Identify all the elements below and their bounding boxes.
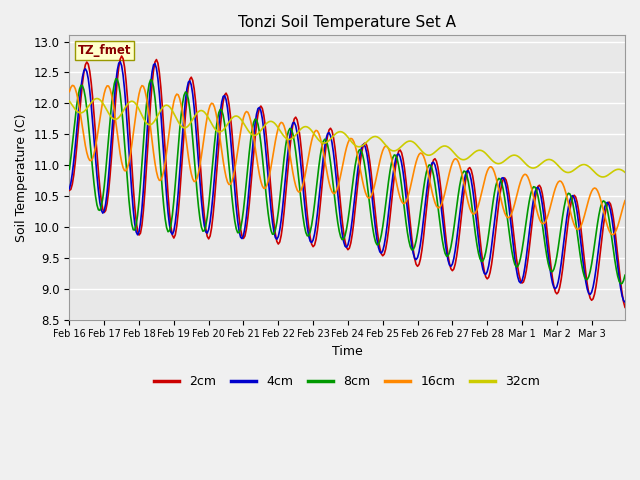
X-axis label: Time: Time: [332, 345, 363, 358]
Legend: 2cm, 4cm, 8cm, 16cm, 32cm: 2cm, 4cm, 8cm, 16cm, 32cm: [149, 370, 545, 393]
Title: Tonzi Soil Temperature Set A: Tonzi Soil Temperature Set A: [238, 15, 456, 30]
Text: TZ_fmet: TZ_fmet: [77, 44, 131, 57]
Y-axis label: Soil Temperature (C): Soil Temperature (C): [15, 113, 28, 242]
